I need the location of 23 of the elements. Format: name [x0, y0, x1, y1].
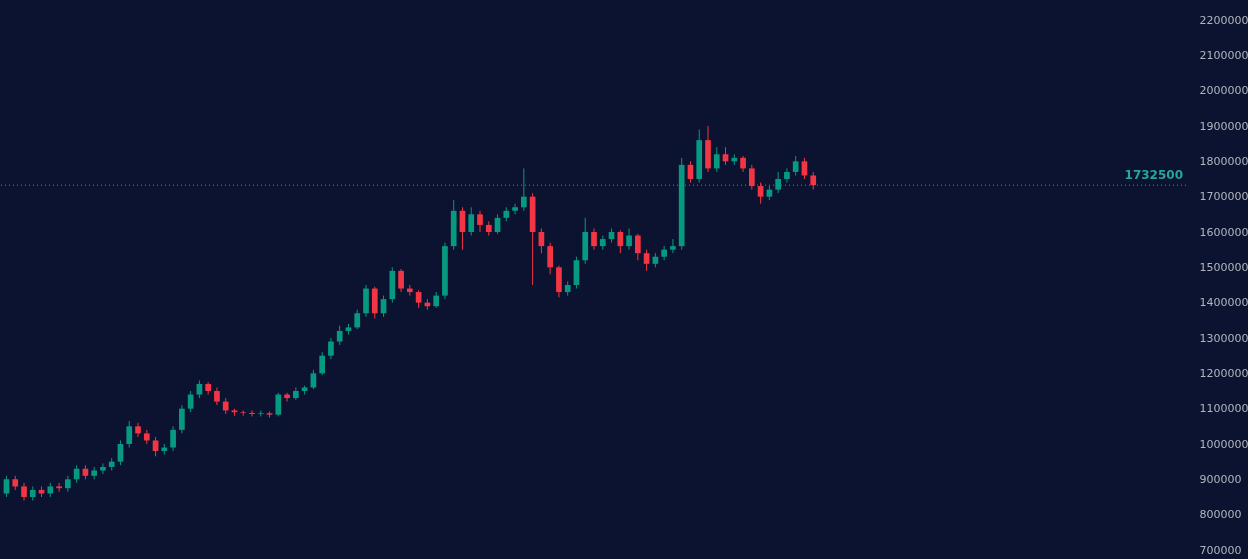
- y-tick-label: 1000000: [1199, 437, 1249, 451]
- ref-line-label: 1732500: [1124, 168, 1183, 183]
- candlestick: [810, 171, 817, 191]
- candlestick: [336, 325, 343, 346]
- candlestick: [792, 155, 799, 176]
- y-tick-label: 1300000: [1199, 331, 1249, 345]
- candlestick: [240, 409, 247, 417]
- y-tick-label: 1200000: [1199, 366, 1249, 380]
- y-tick-label: 1100000: [1199, 402, 1249, 416]
- y-tick-label: 1700000: [1199, 190, 1249, 204]
- y-tick-label: 1900000: [1199, 119, 1249, 133]
- y-tick-label: 1500000: [1199, 260, 1249, 274]
- y-tick-label: 1400000: [1199, 296, 1249, 310]
- y-tick-label: 1800000: [1199, 154, 1249, 168]
- y-tick-label: 2100000: [1199, 48, 1249, 62]
- y-tick-label: 2000000: [1199, 84, 1249, 98]
- candlestick: [266, 410, 273, 418]
- y-tick-label: 2200000: [1199, 13, 1249, 27]
- y-tick-label: 900000: [1199, 472, 1242, 486]
- candlestick: [257, 409, 264, 417]
- y-tick-label: 800000: [1199, 508, 1242, 522]
- y-tick-label: 700000: [1199, 543, 1242, 557]
- y-tick-label: 1600000: [1199, 225, 1249, 239]
